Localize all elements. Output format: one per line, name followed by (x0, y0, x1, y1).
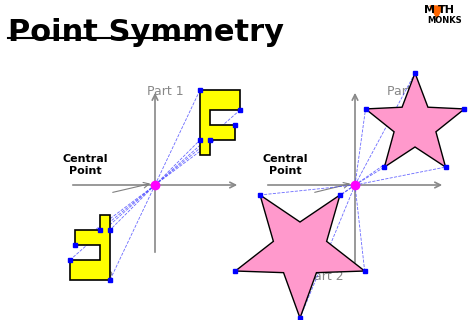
Text: Part 1: Part 1 (387, 85, 423, 98)
Polygon shape (235, 195, 365, 318)
Text: Part 2: Part 2 (307, 270, 343, 283)
Text: TH: TH (438, 5, 455, 15)
Polygon shape (365, 73, 465, 167)
Text: Central
Point: Central Point (262, 154, 308, 176)
Text: Central
Point: Central Point (62, 154, 108, 176)
Polygon shape (200, 90, 240, 155)
Polygon shape (430, 6, 443, 18)
Text: Part 1: Part 1 (146, 85, 183, 98)
Text: MONKS: MONKS (427, 16, 462, 25)
Text: Part 2: Part 2 (77, 270, 113, 283)
Polygon shape (70, 215, 110, 280)
Text: Point Symmetry: Point Symmetry (8, 18, 284, 47)
Text: M: M (424, 5, 435, 15)
